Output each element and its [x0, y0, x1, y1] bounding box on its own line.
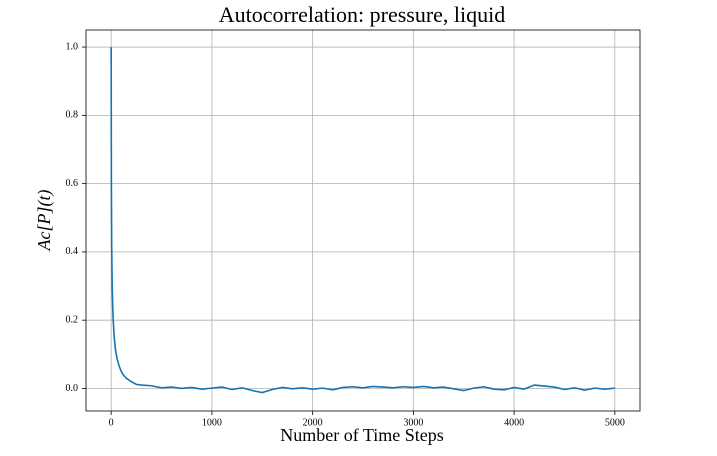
x-tick-label: 2000: [303, 417, 323, 428]
y-tick-label: 1.0: [66, 41, 79, 52]
y-tick-label: 0.2: [66, 314, 79, 325]
y-tick-label: 0.0: [66, 383, 79, 394]
chart-title: Autocorrelation: pressure, liquid: [219, 2, 506, 27]
x-tick-label: 5000: [605, 417, 625, 428]
plot-frame: [85, 29, 641, 412]
y-axis-label: Ac[P](t): [34, 190, 55, 252]
x-axis-label: Number of Time Steps: [280, 425, 444, 445]
y-tick-label: 0.8: [66, 110, 79, 121]
data-line: [110, 47, 615, 394]
y-tick-label: 0.4: [66, 246, 79, 257]
x-tick-label: 3000: [403, 417, 423, 428]
x-tick-label: 1000: [202, 417, 222, 428]
x-tick-label: 4000: [504, 417, 524, 428]
x-tick-label: 0: [109, 417, 114, 428]
y-tick-label: 0.6: [66, 178, 79, 189]
